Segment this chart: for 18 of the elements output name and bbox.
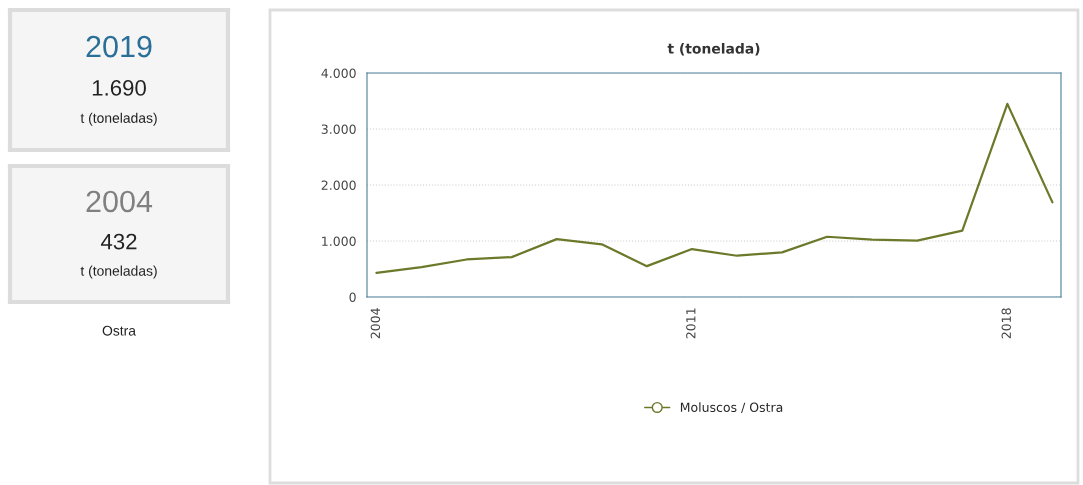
y-tick-label: 4.000 bbox=[321, 68, 356, 78]
text: 1.690 bbox=[92, 80, 146, 96]
legend-label: Moluscos / Ostra bbox=[680, 402, 783, 413]
y-tick-label: 3.000 bbox=[321, 124, 356, 134]
x-tick-label: 2011 bbox=[686, 308, 696, 339]
chart-title: t (tonelada) bbox=[667, 43, 760, 56]
text: 432 bbox=[100, 233, 137, 250]
y-tick-label: 2.000 bbox=[321, 180, 356, 190]
x-tick-label: 2004 bbox=[370, 308, 381, 339]
text: 2019 bbox=[86, 35, 152, 58]
text: t (toneladas) bbox=[80, 265, 157, 279]
line-series bbox=[375, 102, 1054, 274]
text: Ostra bbox=[102, 325, 136, 336]
x-tick-label: 2018 bbox=[1001, 308, 1011, 339]
text: 2004 bbox=[86, 190, 153, 213]
y-tick-label: 0 bbox=[349, 292, 356, 302]
y-tick-label: 1.000 bbox=[322, 236, 356, 246]
text: t (toneladas) bbox=[80, 112, 157, 126]
